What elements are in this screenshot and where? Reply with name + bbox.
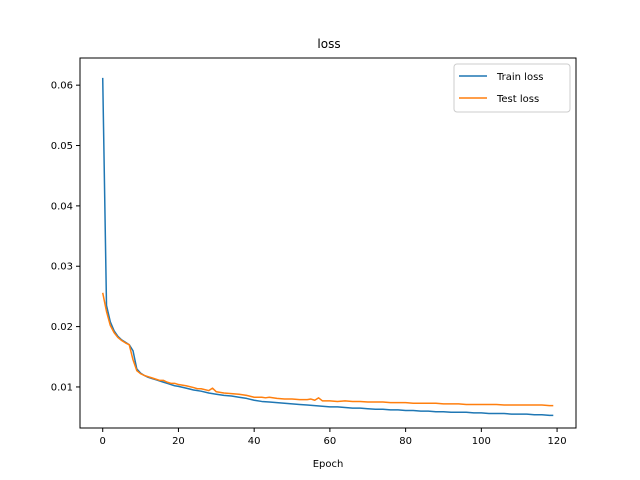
x-tick-label: 0 [100,436,106,447]
legend-entry: Train loss [496,72,544,83]
series-line-test-loss [101,292,554,407]
legend-entry: Test loss [496,94,539,105]
chart-title: loss [317,37,340,51]
series-group [101,77,554,417]
y-tick-label: 0.05 [51,141,73,152]
legend: Train loss Test loss [453,63,571,113]
plot-area [80,58,576,428]
x-tick-label: 120 [548,436,567,447]
y-tick-label: 0.02 [51,322,73,333]
x-tick-label: 100 [472,436,491,447]
x-tick-label: 40 [248,436,261,447]
x-tick-label: 20 [172,436,185,447]
y-tick-label: 0.03 [51,262,73,273]
x-axis-label: Epoch [313,459,344,470]
x-tick-label: 60 [324,436,337,447]
y-tick-label: 0.01 [51,382,73,393]
axis-ticks: 0 20 40 60 80 100 120 0.01 0.02 0.03 0.04 0.05 0.06 [51,81,567,447]
y-tick-label: 0.06 [51,81,73,92]
axes-frame [79,57,577,429]
y-tick-label: 0.04 [51,201,73,212]
axes-background [80,58,576,428]
x-tick-label: 80 [399,436,412,447]
